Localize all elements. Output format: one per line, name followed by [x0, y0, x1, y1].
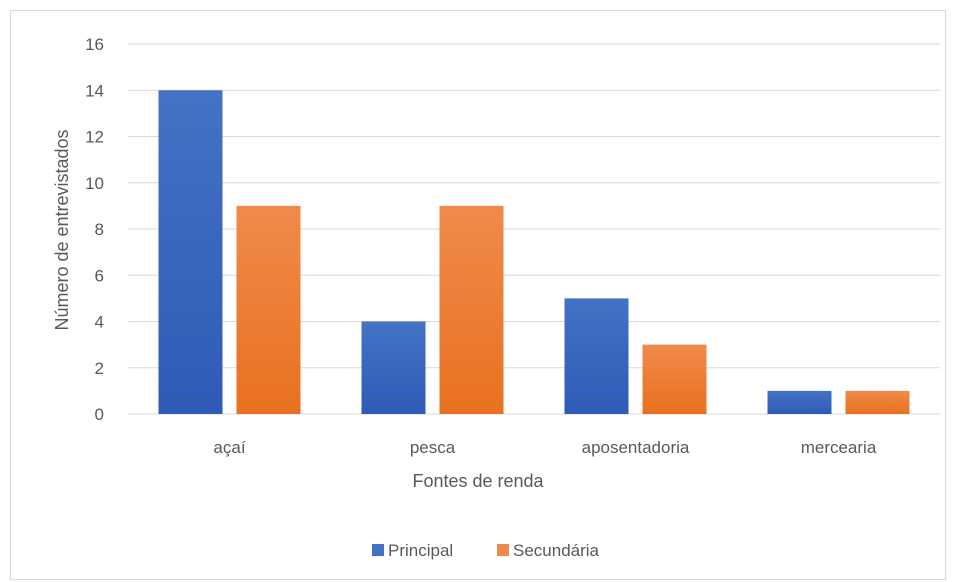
x-tick-label: aposentadoria — [582, 438, 690, 457]
bar-secund-ria-2 — [642, 344, 707, 414]
legend: Principal Secundária — [372, 541, 600, 560]
legend-label: Principal — [388, 541, 453, 560]
legend-label: Secundária — [513, 541, 600, 560]
bar-principal-0 — [158, 90, 223, 414]
x-tick-label: açaí — [213, 438, 245, 457]
x-tick-label: mercearia — [801, 438, 877, 457]
legend-swatch — [372, 544, 384, 556]
y-tick-labels: 0 2 4 6 8 10 12 14 16 — [85, 35, 104, 424]
y-tick-label: 12 — [85, 128, 104, 147]
y-tick-label: 8 — [95, 220, 104, 239]
y-tick-label: 14 — [85, 81, 104, 100]
x-tick-label: pesca — [410, 438, 456, 457]
bar-secund-ria-3 — [845, 390, 910, 414]
bar-principal-3 — [767, 390, 832, 414]
bar-secund-ria-0 — [236, 205, 301, 414]
y-tick-label: 10 — [85, 174, 104, 193]
y-axis-title: Número de entrevistados — [52, 129, 72, 330]
bar-principal-1 — [361, 321, 426, 414]
bar-secund-ria-1 — [439, 205, 504, 414]
bars — [158, 90, 910, 414]
y-tick-label: 4 — [95, 313, 104, 332]
y-tick-label: 2 — [95, 359, 104, 378]
y-tick-label: 0 — [95, 405, 104, 424]
legend-swatch — [497, 544, 509, 556]
x-axis-title: Fontes de renda — [412, 471, 544, 491]
y-tick-label: 16 — [85, 35, 104, 54]
x-tick-labels: açaí pesca aposentadoria mercearia — [213, 438, 876, 457]
y-tick-label: 6 — [95, 266, 104, 285]
bar-principal-2 — [564, 298, 629, 414]
